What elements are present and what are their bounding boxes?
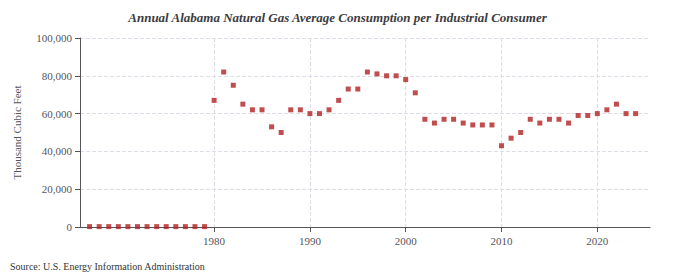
svg-text:2020: 2020 bbox=[586, 235, 609, 247]
svg-text:Source: U.S. Energy Informatio: Source: U.S. Energy Information Administ… bbox=[10, 261, 205, 272]
svg-text:60,000: 60,000 bbox=[42, 108, 73, 120]
svg-text:20,000: 20,000 bbox=[42, 183, 73, 195]
svg-text:1990: 1990 bbox=[299, 235, 322, 247]
svg-text:1980: 1980 bbox=[203, 235, 226, 247]
svg-text:0: 0 bbox=[67, 221, 73, 233]
svg-text:2000: 2000 bbox=[395, 235, 418, 247]
svg-text:Annual Alabama Natural Gas Ave: Annual Alabama Natural Gas Average Consu… bbox=[127, 10, 547, 25]
svg-text:2010: 2010 bbox=[491, 235, 513, 247]
svg-text:40,000: 40,000 bbox=[42, 145, 73, 157]
svg-text:100,000: 100,000 bbox=[36, 32, 72, 44]
svg-text:80,000: 80,000 bbox=[42, 70, 73, 82]
svg-text:Thousand Cubic Feet: Thousand Cubic Feet bbox=[11, 85, 23, 179]
